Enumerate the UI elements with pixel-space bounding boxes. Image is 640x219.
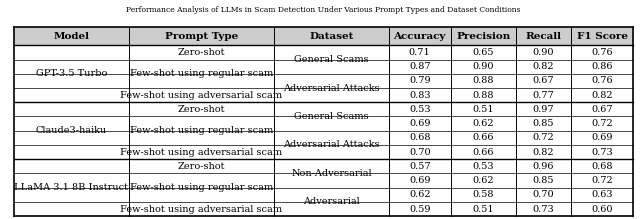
- Text: General Scams: General Scams: [294, 112, 369, 121]
- Text: 0.82: 0.82: [532, 62, 554, 71]
- Text: 0.53: 0.53: [472, 162, 494, 171]
- Text: 0.72: 0.72: [591, 176, 613, 185]
- Text: General Scams: General Scams: [294, 55, 369, 64]
- Text: Claude3-haiku: Claude3-haiku: [36, 126, 107, 135]
- Text: 0.70: 0.70: [409, 148, 431, 157]
- Text: 0.86: 0.86: [591, 62, 613, 71]
- Text: F1 Score: F1 Score: [577, 32, 628, 41]
- Text: Few-shot using adversarial scam: Few-shot using adversarial scam: [120, 91, 282, 100]
- Text: 0.83: 0.83: [409, 91, 431, 100]
- Text: 0.72: 0.72: [591, 119, 613, 128]
- Text: 0.85: 0.85: [532, 176, 554, 185]
- Text: Zero-shot: Zero-shot: [178, 48, 225, 57]
- Text: 0.62: 0.62: [472, 119, 494, 128]
- Text: 0.73: 0.73: [532, 205, 554, 214]
- Text: 0.62: 0.62: [472, 176, 494, 185]
- Text: 0.97: 0.97: [532, 105, 554, 114]
- Text: 0.67: 0.67: [591, 105, 613, 114]
- Text: LLaMA 3.1 8B Instruct: LLaMA 3.1 8B Instruct: [14, 183, 128, 192]
- Text: 0.69: 0.69: [591, 133, 613, 142]
- Text: 0.62: 0.62: [409, 190, 431, 199]
- Text: 0.68: 0.68: [591, 162, 613, 171]
- Text: GPT-3.5 Turbo: GPT-3.5 Turbo: [36, 69, 107, 78]
- Text: Precision: Precision: [456, 32, 510, 41]
- Text: Recall: Recall: [525, 32, 561, 41]
- Text: 0.65: 0.65: [472, 48, 494, 57]
- Text: 0.57: 0.57: [409, 162, 431, 171]
- Text: 0.72: 0.72: [532, 133, 554, 142]
- Text: 0.58: 0.58: [472, 190, 494, 199]
- Text: 0.87: 0.87: [409, 62, 431, 71]
- Text: Dataset: Dataset: [310, 32, 354, 41]
- Text: Few-shot using adversarial scam: Few-shot using adversarial scam: [120, 148, 282, 157]
- Text: 0.90: 0.90: [472, 62, 494, 71]
- Text: 0.71: 0.71: [409, 48, 431, 57]
- Text: 0.88: 0.88: [472, 76, 494, 85]
- Text: Non-Adversarial: Non-Adversarial: [291, 169, 372, 178]
- Text: 0.88: 0.88: [472, 91, 494, 100]
- Text: Adversarial Attacks: Adversarial Attacks: [284, 83, 380, 92]
- Text: Prompt Type: Prompt Type: [165, 32, 238, 41]
- Text: 0.51: 0.51: [472, 105, 494, 114]
- Text: 0.96: 0.96: [532, 162, 554, 171]
- Text: Adversarial: Adversarial: [303, 197, 360, 206]
- Text: Performance Analysis of LLMs in Scam Detection Under Various Prompt Types and Da: Performance Analysis of LLMs in Scam Det…: [126, 6, 521, 14]
- Text: Few-shot using adversarial scam: Few-shot using adversarial scam: [120, 205, 282, 214]
- Text: Few-shot using regular scam: Few-shot using regular scam: [130, 183, 273, 192]
- Text: 0.85: 0.85: [532, 119, 554, 128]
- Text: 0.69: 0.69: [409, 176, 431, 185]
- Text: Accuracy: Accuracy: [394, 32, 446, 41]
- Text: Few-shot using regular scam: Few-shot using regular scam: [130, 69, 273, 78]
- Text: 0.60: 0.60: [591, 205, 613, 214]
- Text: 0.82: 0.82: [532, 148, 554, 157]
- Text: 0.70: 0.70: [532, 190, 554, 199]
- Text: Adversarial Attacks: Adversarial Attacks: [284, 140, 380, 149]
- Text: Model: Model: [53, 32, 90, 41]
- Text: 0.73: 0.73: [591, 148, 613, 157]
- Text: 0.63: 0.63: [591, 190, 613, 199]
- Text: 0.68: 0.68: [409, 133, 431, 142]
- Text: 0.67: 0.67: [532, 76, 554, 85]
- Text: 0.66: 0.66: [472, 148, 494, 157]
- Text: 0.69: 0.69: [409, 119, 431, 128]
- Text: Few-shot using regular scam: Few-shot using regular scam: [130, 126, 273, 135]
- Text: 0.53: 0.53: [409, 105, 431, 114]
- Text: 0.59: 0.59: [409, 205, 431, 214]
- Text: 0.82: 0.82: [591, 91, 613, 100]
- Text: 0.66: 0.66: [472, 133, 494, 142]
- Text: 0.76: 0.76: [591, 76, 613, 85]
- Text: 0.51: 0.51: [472, 205, 494, 214]
- Text: 0.76: 0.76: [591, 48, 613, 57]
- Text: Zero-shot: Zero-shot: [178, 162, 225, 171]
- Text: 0.79: 0.79: [409, 76, 431, 85]
- Bar: [14, 27, 633, 45]
- Text: 0.90: 0.90: [532, 48, 554, 57]
- Text: Zero-shot: Zero-shot: [178, 105, 225, 114]
- Text: 0.77: 0.77: [532, 91, 554, 100]
